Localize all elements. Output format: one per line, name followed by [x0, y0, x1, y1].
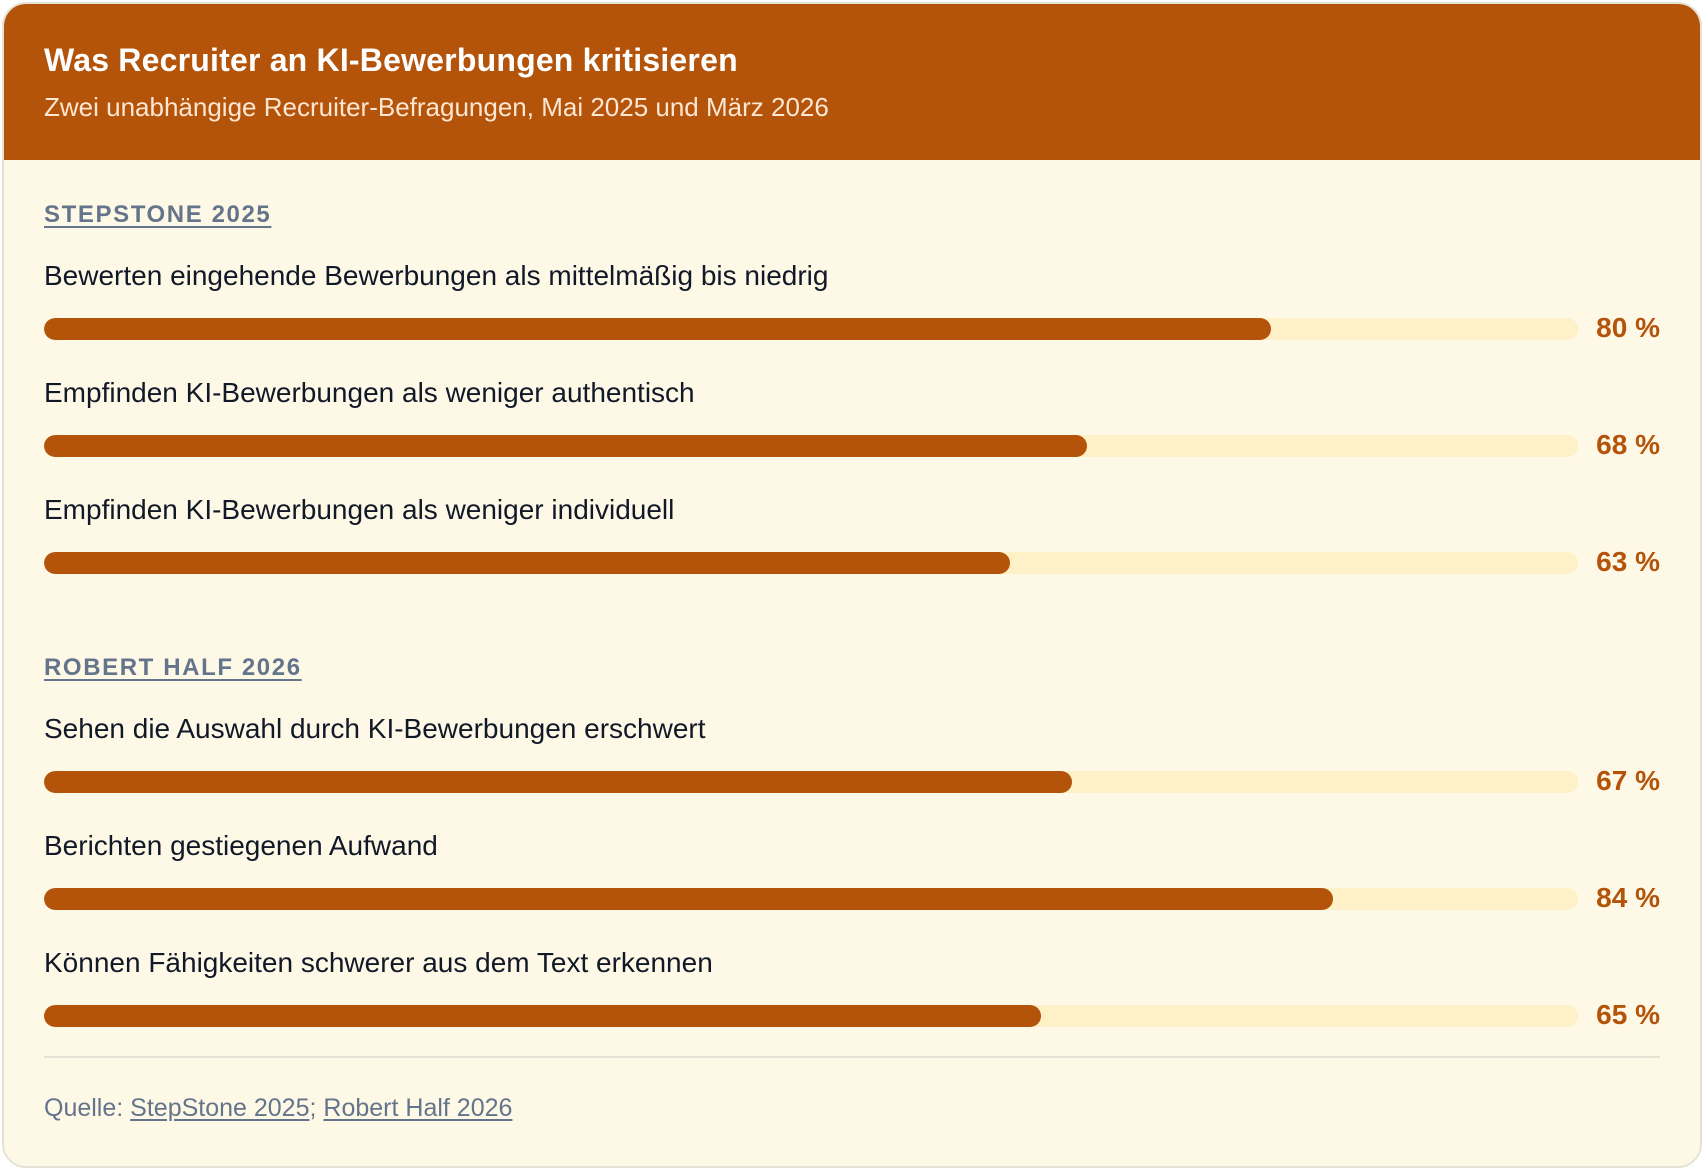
chart-subtitle: Zwei unabhängige Recruiter-Befragungen, …: [44, 92, 829, 122]
source-line: Quelle: StepStone 2025; Robert Half 2026: [44, 1092, 512, 1124]
bar-fill: [44, 552, 1011, 574]
bar-track: [44, 771, 1578, 793]
chart-group: ROBERT HALF 2026 Sehen die Auswahl durch …: [44, 653, 1660, 1054]
bar-row: Können Fähigkeiten schwerer aus dem Text…: [44, 937, 1660, 1054]
bar-label: Können Fähigkeiten schwerer aus dem Text…: [44, 947, 713, 978]
bar-value-label: 67 %: [1596, 765, 1660, 796]
bar-row: Bewerten eingehende Bewerbungen als mitt…: [44, 250, 1660, 367]
bar-label: Sehen die Auswahl durch KI-Bewerbungen e…: [44, 713, 706, 744]
source-prefix: Quelle:: [44, 1094, 131, 1122]
group-items: Sehen die Auswahl durch KI-Bewerbungen e…: [44, 703, 1660, 1054]
bar-value-label: 68 %: [1596, 429, 1660, 460]
bar-label: Berichten gestiegenen Aufwand: [44, 830, 438, 861]
bar-label: Empfinden KI-Bewerbungen als weniger aut…: [44, 377, 695, 408]
group-items: Bewerten eingehende Bewerbungen als mitt…: [44, 250, 1660, 601]
group-label: STEPSTONE 2025: [44, 201, 272, 228]
bar-row: Sehen die Auswahl durch KI-Bewerbungen e…: [44, 703, 1660, 820]
chart-title: Was Recruiter an KI-Bewerbungen kritisie…: [44, 42, 738, 78]
chart-group: STEPSTONE 2025 Bewerten eingehende Bewerb…: [44, 200, 1660, 601]
chart-header: Was Recruiter an KI-Bewerbungen kritisie…: [4, 4, 1700, 160]
bar-label: Bewerten eingehende Bewerbungen als mitt…: [44, 260, 829, 291]
bar-row: Berichten gestiegenen Aufwand 84 %: [44, 820, 1660, 937]
bar-track: [44, 435, 1578, 457]
bar-value-label: 84 %: [1596, 882, 1660, 913]
bar-row: Empfinden KI-Bewerbungen als weniger ind…: [44, 484, 1660, 601]
bar-value-label: 63 %: [1596, 546, 1660, 577]
source-link-robert-half[interactable]: Robert Half 2026: [323, 1094, 513, 1122]
bar-value-label: 80 %: [1596, 312, 1660, 343]
bar-fill: [44, 1005, 1042, 1027]
bar-row: Empfinden KI-Bewerbungen als weniger aut…: [44, 367, 1660, 484]
bar-fill: [44, 771, 1072, 793]
footer-divider: [44, 1056, 1660, 1058]
bar-track: [44, 552, 1578, 574]
bar-label: Empfinden KI-Bewerbungen als weniger ind…: [44, 494, 675, 525]
bar-value-label: 65 %: [1596, 999, 1660, 1030]
bar-track: [44, 1005, 1578, 1027]
bar-fill: [44, 435, 1088, 457]
group-label: ROBERT HALF 2026: [44, 654, 302, 681]
bar-track: [44, 888, 1578, 910]
source-separator: ;: [309, 1094, 317, 1122]
source-link-stepstone[interactable]: StepStone 2025: [130, 1094, 310, 1122]
bar-fill: [44, 888, 1333, 910]
bar-fill: [44, 318, 1272, 340]
chart-body: STEPSTONE 2025 Bewerten eingehende Bewerb…: [4, 160, 1700, 1054]
bar-track: [44, 318, 1578, 340]
